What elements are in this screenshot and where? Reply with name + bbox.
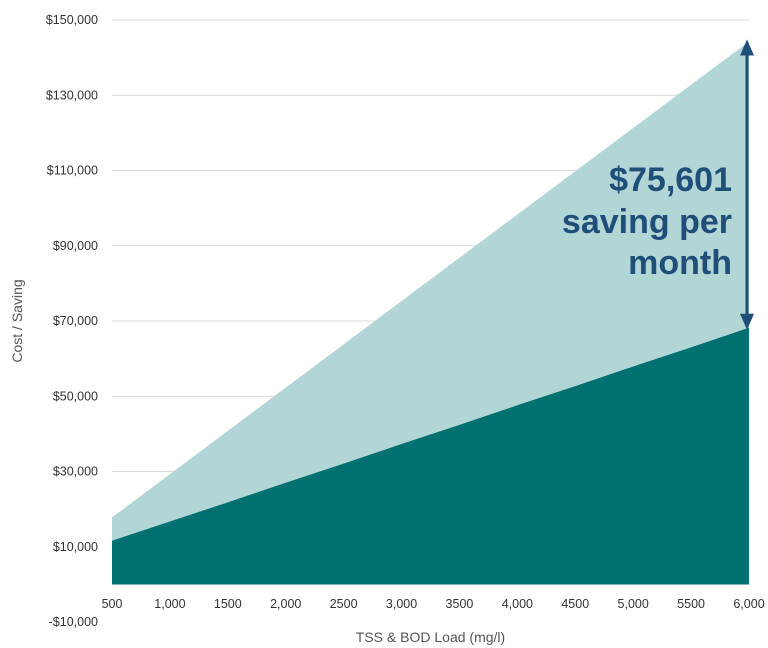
y-tick-label-0: $150,000	[46, 13, 98, 27]
y-axis-title: Cost / Saving	[9, 279, 25, 362]
saving-arrow	[740, 39, 754, 330]
annotation-saving-per: saving per	[562, 203, 732, 241]
x-tick-label-2: 1500	[214, 597, 242, 611]
y-tick-label-7: $10,000	[53, 540, 98, 554]
arrow-head-down	[740, 313, 754, 330]
x-axis-title: TSS & BOD Load (mg/l)	[356, 629, 505, 645]
y-tick-label-2: $110,000	[47, 164, 98, 178]
plot-areas	[112, 41, 749, 585]
y-tick-label-4: $70,000	[53, 314, 98, 328]
x-axis-ticks: 500 1,000 1500 2,000 2500 3,000 3500 4,000 4500 5…	[102, 597, 765, 611]
x-tick-label-9: 5,000	[618, 597, 649, 611]
x-tick-label-7: 4,000	[502, 597, 533, 611]
y-tick-label-1: $130,000	[46, 88, 98, 102]
y-tick-label-3: $90,000	[53, 239, 98, 253]
y-tick-label-6: $30,000	[53, 465, 98, 479]
x-tick-label-1: 1,000	[154, 597, 185, 611]
annotation-amount: $75,601	[609, 161, 732, 199]
x-tick-label-8: 4500	[561, 597, 589, 611]
x-tick-label-5: 3,000	[386, 597, 417, 611]
area-series-1	[112, 327, 749, 585]
y-tick-label-8: -$10,000	[49, 615, 98, 629]
arrow-head-up	[740, 39, 754, 56]
x-tick-label-11: 6,000	[733, 597, 764, 611]
y-tick-label-5: $50,000	[53, 389, 98, 403]
x-tick-label-0: 500	[102, 597, 123, 611]
annotation-month: month	[628, 244, 732, 282]
y-axis-ticks: $150,000 $130,000 $110,000 $90,000 $70,000 $5…	[46, 13, 98, 629]
x-tick-label-4: 2500	[330, 597, 358, 611]
x-tick-label-10: 5500	[677, 597, 705, 611]
x-tick-label-3: 2,000	[270, 597, 301, 611]
x-tick-label-6: 3500	[446, 597, 474, 611]
